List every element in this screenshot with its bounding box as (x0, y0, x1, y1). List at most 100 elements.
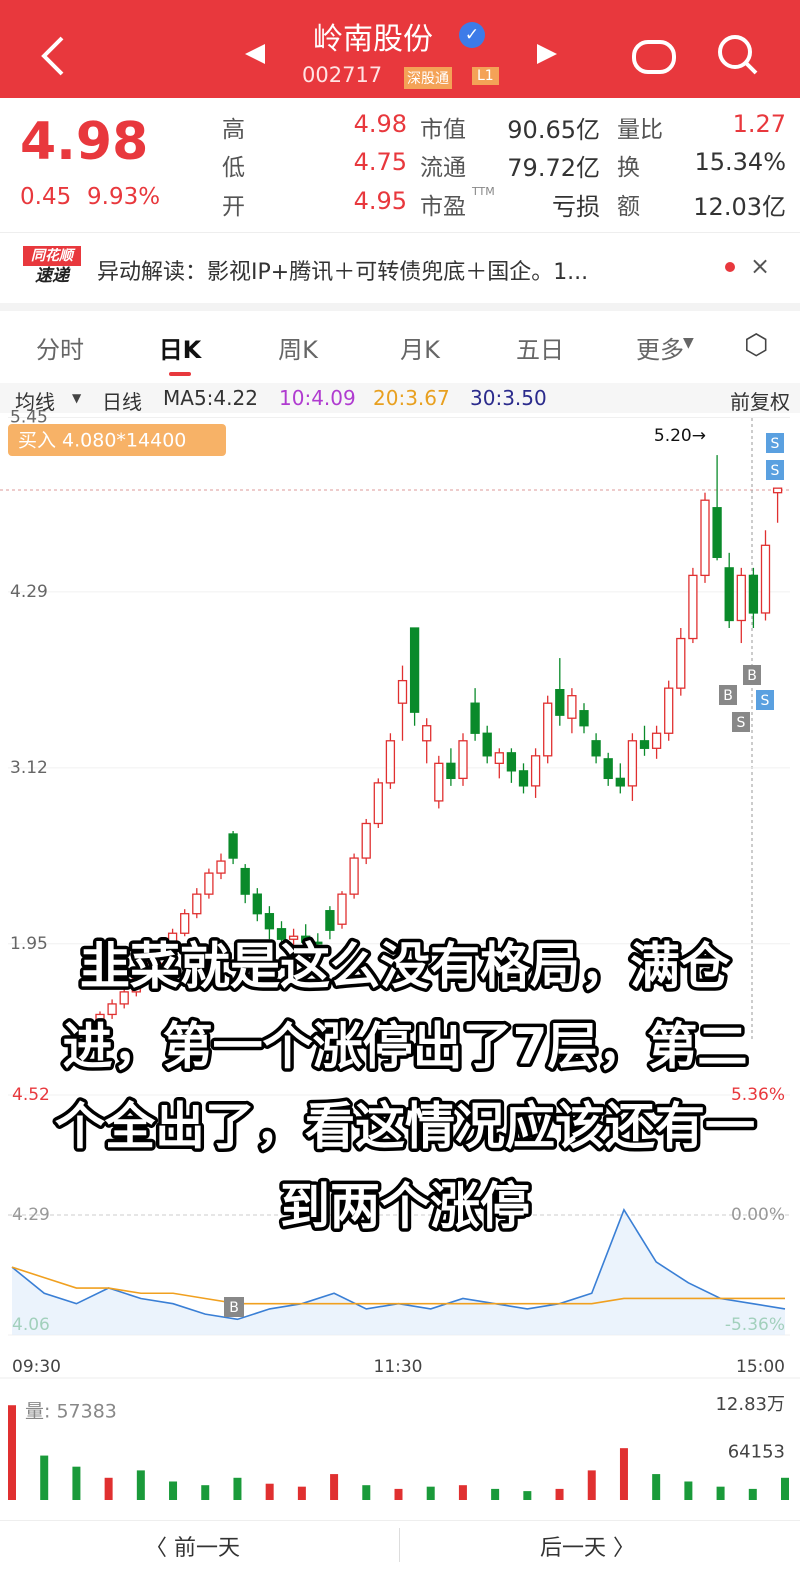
volume-bar (748, 1488, 757, 1500)
candle-body (543, 702, 553, 757)
stat-value: 4.75 (353, 148, 407, 176)
robot-icon[interactable] (632, 40, 676, 74)
candle-body (446, 762, 456, 780)
trade-marker: B (747, 668, 757, 684)
prev-day[interactable]: 〈 前一天 (145, 1536, 241, 1561)
candle-body (748, 574, 759, 614)
stat-value: 12.03亿 (693, 193, 786, 221)
stat-value: 亏损 (552, 193, 600, 221)
ma-menu: 均线 (15, 390, 55, 414)
candle-body (167, 932, 178, 949)
tab[interactable]: 分时 (36, 336, 84, 364)
volume-tick: 12.83万 (715, 1394, 785, 1415)
stat-label: 市盈 (420, 194, 466, 220)
candle-body (216, 860, 226, 874)
candle-body (325, 910, 335, 931)
candle-body (579, 710, 589, 727)
tag: L1 (472, 67, 499, 85)
trade-marker: S (761, 693, 770, 709)
change: 0.45 (20, 184, 72, 210)
candle-body (664, 687, 674, 734)
stat-value: 1.27 (732, 110, 786, 138)
candle-body (627, 740, 638, 787)
volume-bar (201, 1485, 210, 1500)
y-tick-label: 3.12 (10, 758, 48, 778)
volume-bar (652, 1474, 661, 1500)
candle-body (337, 893, 347, 925)
candle-body (397, 679, 408, 704)
volume-label: 量: 57383 (25, 1401, 117, 1423)
trade-marker-box (766, 460, 784, 480)
candle-body (385, 740, 396, 784)
average-line (11, 1266, 785, 1305)
candle-body (131, 977, 141, 993)
news-bar[interactable] (0, 232, 800, 311)
candle-body (228, 833, 238, 859)
stat-value: 4.98 (353, 110, 407, 138)
trade-marker-box (719, 685, 737, 705)
volume-bar (8, 1405, 16, 1500)
volume-bar (426, 1486, 435, 1500)
candle-body (651, 732, 662, 749)
trade-marker: S (737, 715, 746, 731)
trade-marker: S (771, 436, 780, 452)
y2-tick-label: 5.36% (731, 1085, 785, 1105)
candle-body (119, 991, 129, 1005)
trade-marker-box (732, 712, 750, 732)
tab[interactable]: 日K (158, 336, 202, 364)
ma-item: 30:3.50 (470, 386, 547, 410)
candle-body (736, 574, 746, 622)
tab[interactable]: 更多 (636, 336, 684, 364)
volume-bar (330, 1474, 339, 1500)
tab[interactable]: 月K (400, 336, 440, 364)
news-text[interactable]: 异动解读：影视IP+腾讯＋可转债兜底＋国企。1... (97, 260, 589, 285)
stock-title: 岭南股份 (313, 22, 433, 57)
back[interactable] (41, 36, 64, 76)
prev-stock[interactable] (245, 44, 265, 64)
candle-body (482, 732, 492, 757)
candle-body (494, 752, 504, 764)
candle-body (373, 782, 383, 825)
next-stock[interactable] (537, 44, 557, 64)
candle-body (180, 913, 190, 934)
volume-bar (619, 1448, 628, 1500)
candle-body (518, 770, 529, 787)
candle-body (639, 740, 650, 749)
adjust: 前复权 (730, 390, 790, 414)
volume-bar (362, 1485, 371, 1500)
candle-body (301, 935, 311, 943)
ma-item: 10:4.09 (279, 386, 356, 410)
y-tick-label: 5.45 (10, 408, 48, 428)
candle-body (458, 740, 468, 780)
volume-bar (555, 1488, 564, 1500)
candle-body (143, 962, 154, 980)
trade-marker-box (743, 665, 761, 685)
candle-body (276, 928, 287, 940)
stat-label: 低 (222, 155, 245, 181)
volume-bar (781, 1477, 789, 1500)
caption-line: 个全出了，看这情况应该还有一 (55, 1098, 755, 1156)
candle-body (155, 947, 166, 964)
stat-value: 79.72亿 (507, 154, 600, 182)
search-icon[interactable] (718, 35, 752, 69)
verified-badge: ✓ (459, 22, 485, 48)
y-tick-label: 1.95 (10, 934, 48, 954)
tab[interactable]: 五日 (516, 336, 564, 364)
y2-tick-label: 0.00% (731, 1205, 785, 1225)
next-day[interactable]: 后一天 〉 (540, 1536, 636, 1561)
stat-label: 市值 (420, 117, 466, 143)
y-tick-label: 4.52 (12, 1085, 50, 1105)
volume-bar (394, 1488, 403, 1500)
candle-body (107, 1003, 117, 1016)
candle-body (712, 507, 722, 558)
divider (399, 1528, 400, 1562)
stat-label: 高 (222, 117, 245, 143)
change-pct: 9.93% (87, 184, 161, 210)
tab[interactable]: 周K (278, 336, 318, 364)
search-handle (744, 61, 758, 75)
candle-body (349, 857, 359, 895)
volume-bar (587, 1470, 596, 1500)
candle-body (409, 627, 420, 713)
close[interactable]: × (750, 252, 771, 280)
